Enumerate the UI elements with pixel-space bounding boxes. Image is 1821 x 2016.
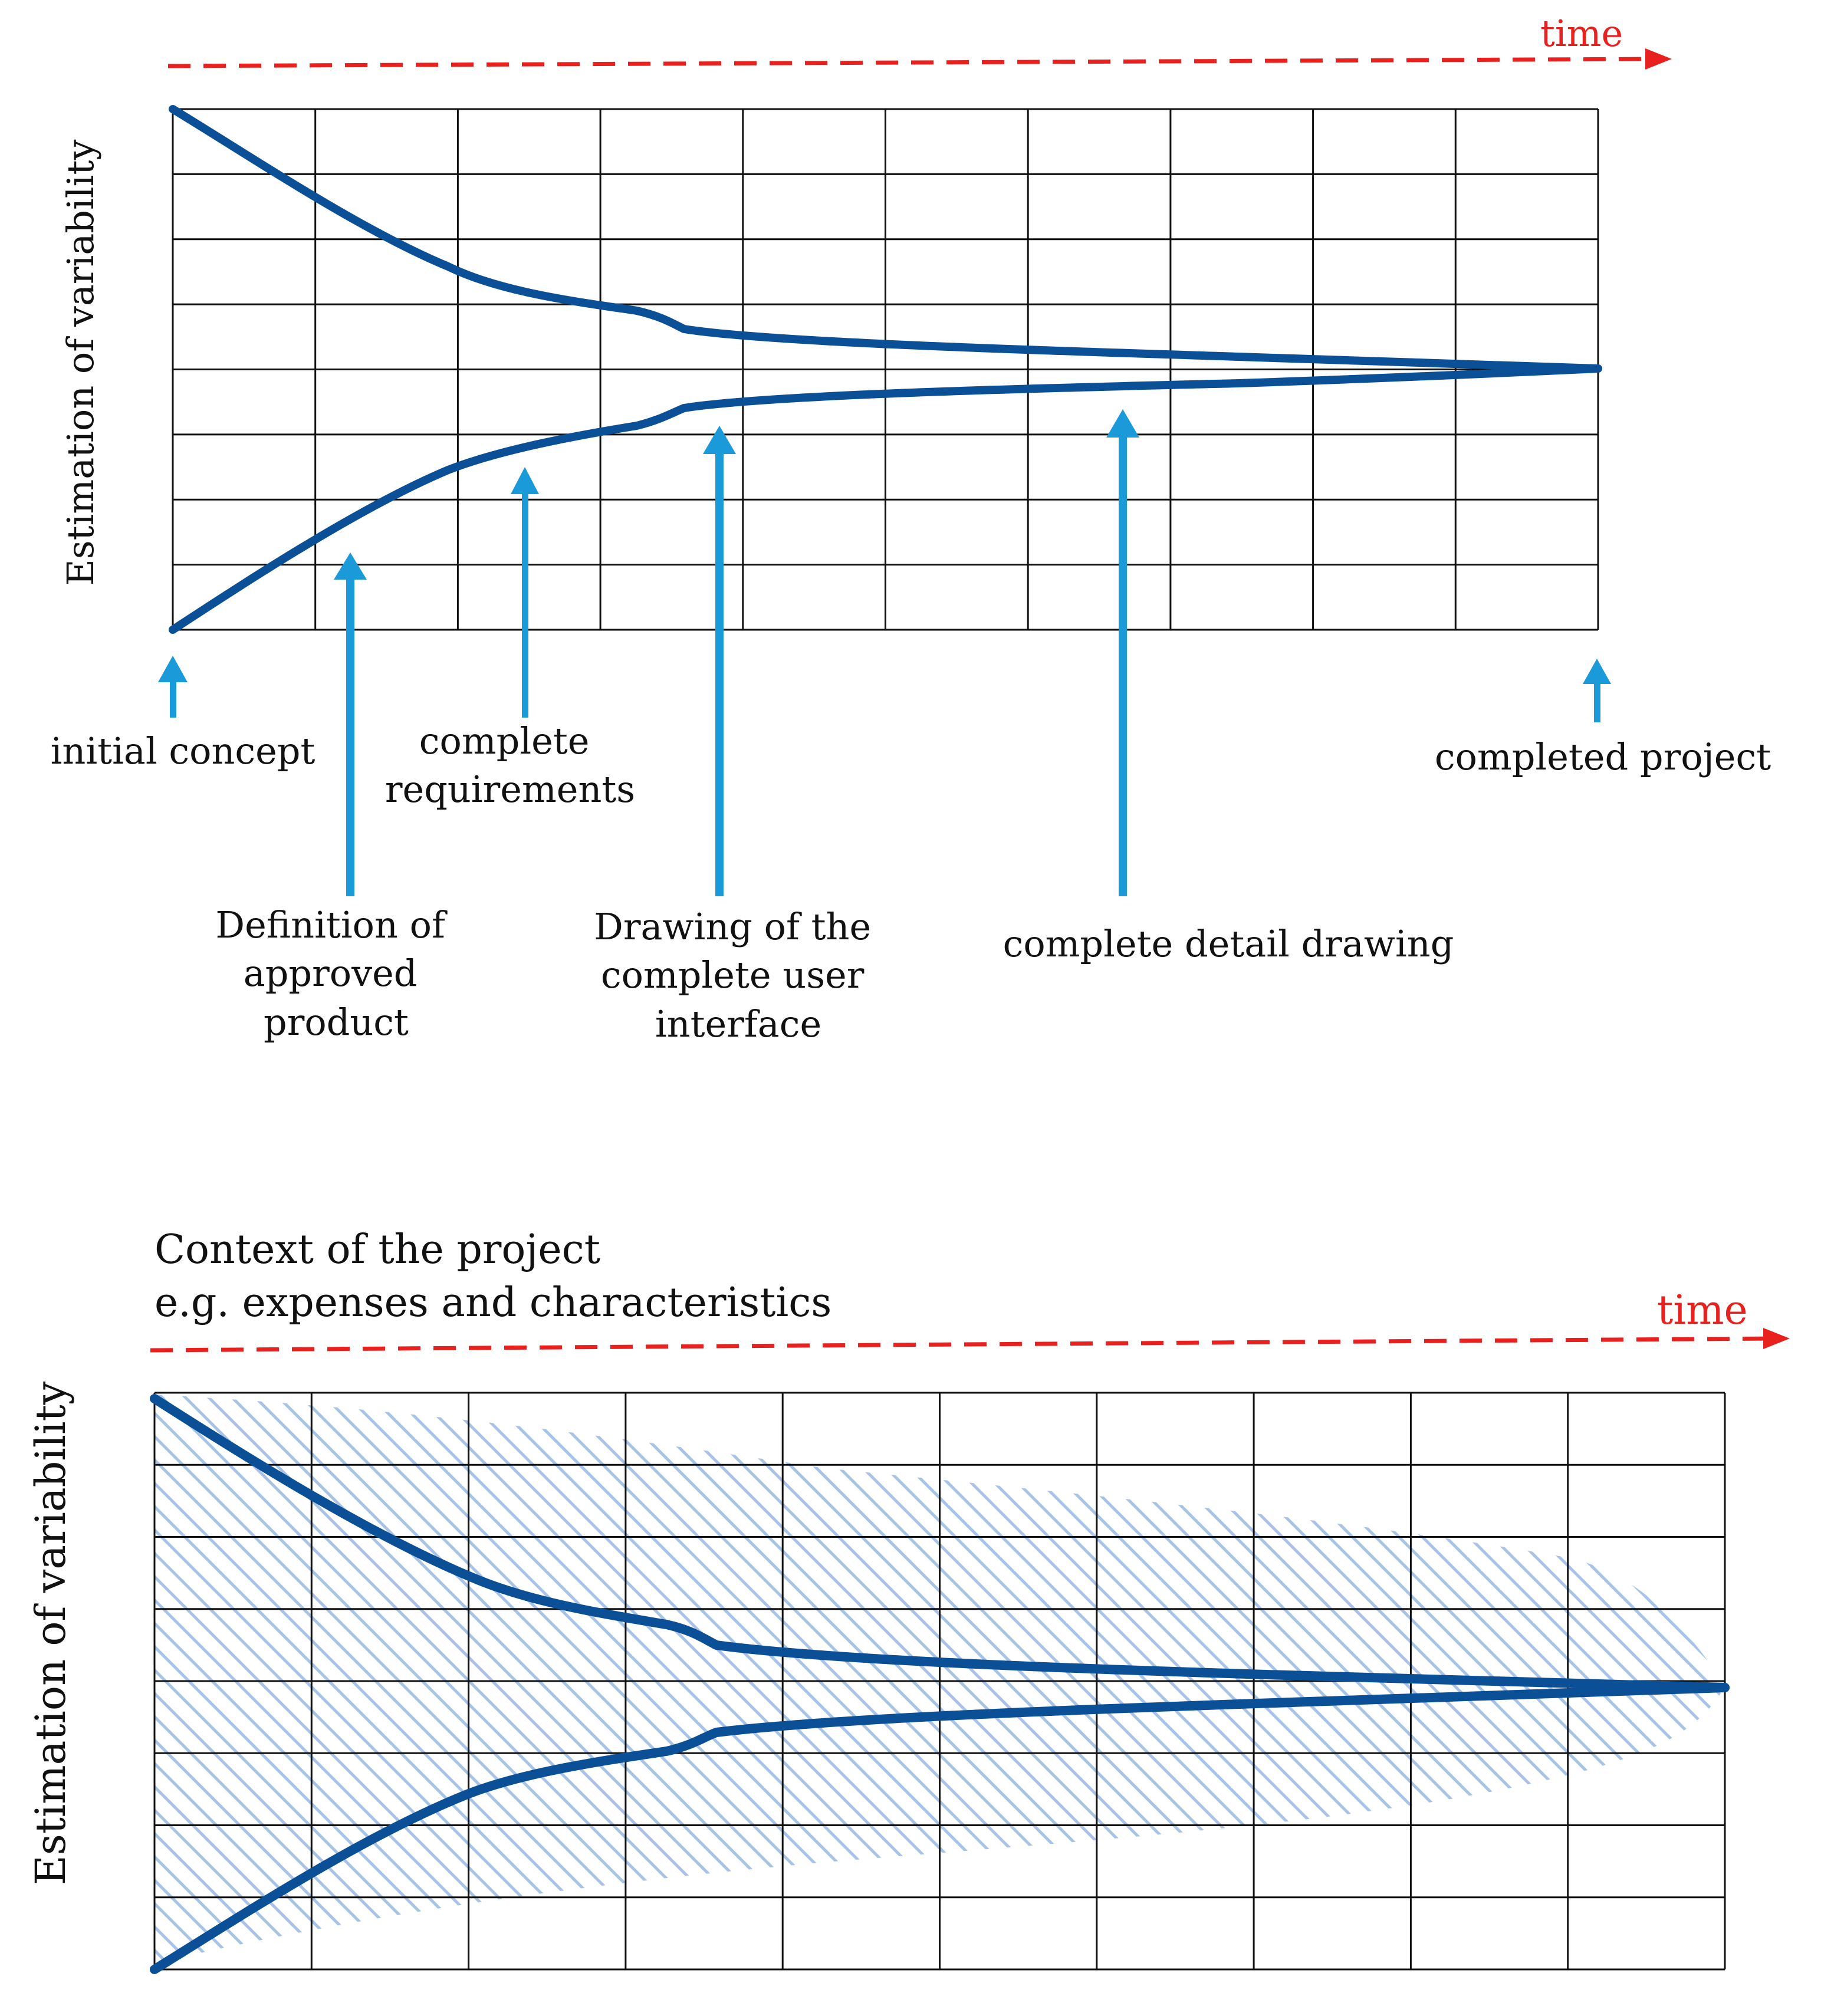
- milestone-arrow-complete-requirements: [511, 467, 539, 718]
- milestone-label-user-interface: Drawing of the complete user interface: [594, 905, 883, 1045]
- top-time-label: time: [1540, 12, 1623, 55]
- bottom-time-label: time: [1657, 1287, 1748, 1334]
- milestone-arrow-detail-drawing: [1106, 409, 1139, 896]
- bottom-title-line-1: Context of the project: [155, 1226, 600, 1273]
- milestone-arrow-initial-concept: [158, 656, 188, 718]
- milestone-arrow-completed-project: [1583, 659, 1611, 722]
- top-upper-curve: [169, 105, 1602, 373]
- milestone-arrow-approved-product: [334, 552, 367, 896]
- bottom-time-arrow: [150, 1336, 1779, 1353]
- top-y-axis-label: Estimation of variability: [59, 140, 102, 586]
- bottom-title-line-2: e.g. expenses and characteristics: [155, 1280, 831, 1326]
- top-time-arrow: [167, 57, 1661, 68]
- bottom-y-axis-label: Estimation of variability: [27, 1381, 75, 1885]
- milestone-label-completed-project: completed project: [1435, 735, 1771, 778]
- milestone-label-initial-concept: initial concept: [51, 729, 315, 772]
- top-time-arrowhead: [1645, 48, 1672, 70]
- milestone-label-complete-requirements: complete requirements: [385, 719, 635, 811]
- milestone-label-detail-drawing: complete detail drawing: [1003, 922, 1454, 965]
- milestone-label-approved-product: Definition of approved product: [215, 903, 456, 1044]
- milestone-arrow-user-interface: [703, 426, 736, 896]
- bottom-lower-curve: [150, 1683, 1730, 1974]
- top-grid: [172, 108, 1599, 631]
- top-diagram: time Estimation of variability: [51, 12, 1771, 1045]
- top-lower-curve: [169, 364, 1602, 634]
- bottom-grid: [153, 1392, 1726, 1971]
- bottom-time-arrowhead: [1763, 1328, 1790, 1349]
- bottom-diagram: Context of the project e.g. expenses and…: [27, 1226, 1790, 1974]
- bottom-upper-curve: [150, 1394, 1730, 1692]
